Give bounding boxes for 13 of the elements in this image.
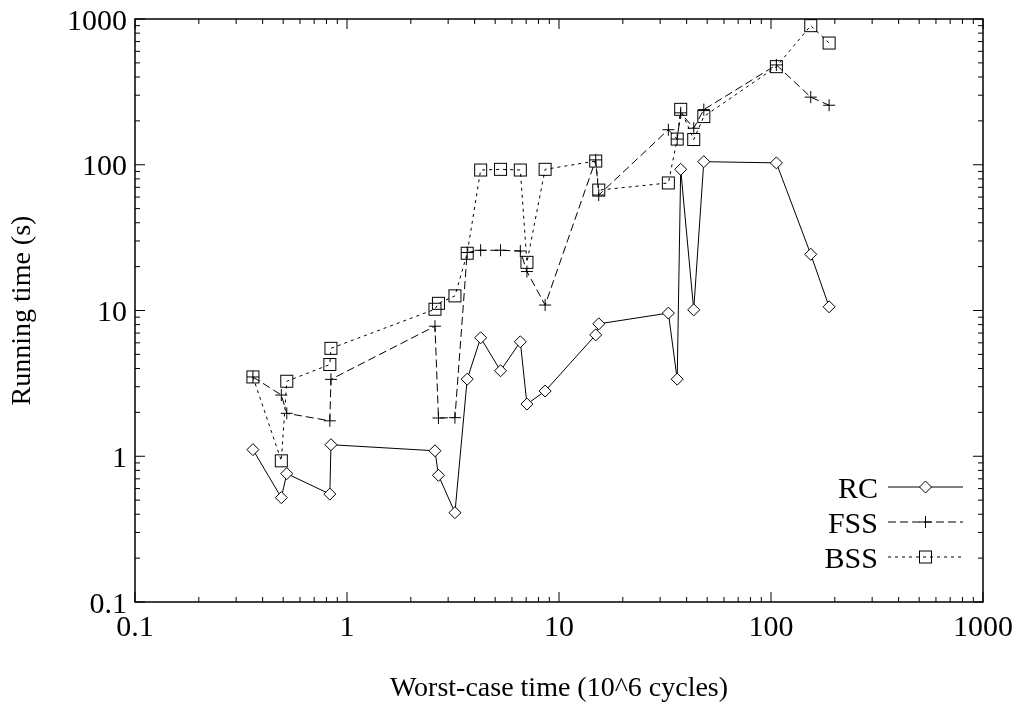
y-tick-label: 10 — [97, 294, 127, 327]
x-tick-label: 1 — [339, 609, 355, 642]
x-axis-title: Worst-case time (10^6 cycles) — [389, 671, 729, 702]
x-tick-label: 100 — [748, 609, 794, 642]
legend-label: FSS — [827, 505, 878, 539]
legend-label: BSS — [824, 540, 878, 574]
legend-label: RC — [837, 470, 878, 504]
y-tick-label: 1 — [112, 439, 127, 473]
y-tick-label: 100 — [82, 148, 127, 182]
x-tick-label: 10 — [544, 609, 574, 642]
y-axis-title: Running time (s) — [5, 215, 36, 406]
x-tick-label: 1000 — [953, 609, 1013, 642]
y-tick-label: 1000 — [67, 2, 127, 36]
